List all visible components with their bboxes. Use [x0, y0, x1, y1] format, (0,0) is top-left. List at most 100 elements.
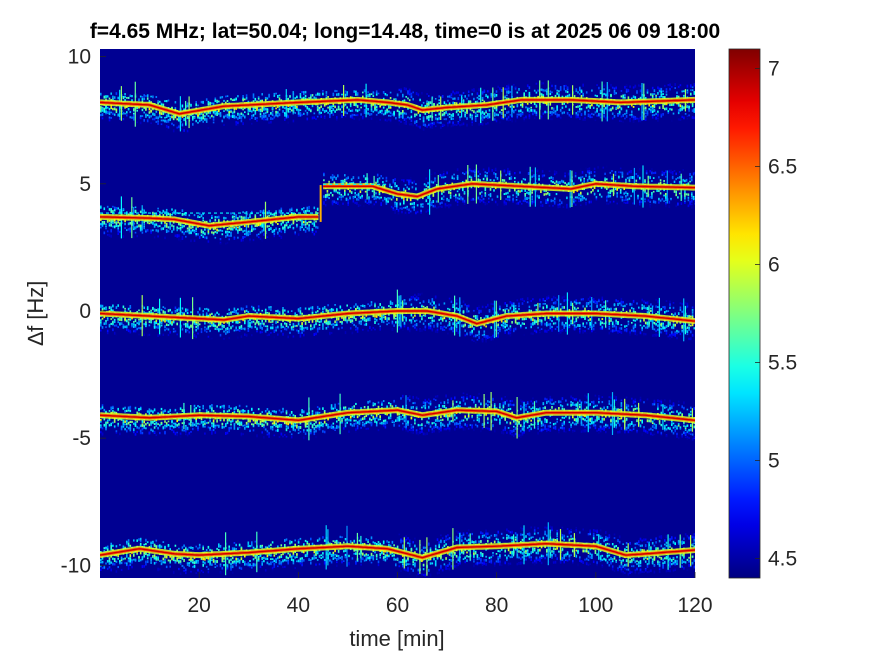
- speckle: [139, 210, 142, 213]
- speckle: [323, 179, 325, 182]
- speckle: [117, 113, 119, 117]
- speckle: [110, 322, 112, 325]
- speckle: [452, 115, 454, 118]
- speckle: [153, 323, 156, 326]
- speckle: [456, 200, 459, 204]
- speckle: [356, 194, 358, 196]
- speckle: [478, 123, 480, 126]
- speckle: [442, 209, 445, 213]
- speckle: [581, 195, 584, 198]
- speckle: [153, 236, 156, 239]
- speckle: [179, 222, 182, 226]
- speckle: [157, 310, 159, 313]
- speckle: [192, 119, 194, 121]
- speckle: [157, 334, 159, 338]
- speckle: [599, 211, 601, 215]
- speckle: [574, 174, 577, 178]
- speckle: [268, 121, 270, 124]
- speckle: [282, 123, 284, 126]
- speckle: [550, 176, 553, 179]
- speckle: [434, 114, 437, 117]
- speckle: [207, 127, 210, 130]
- speckle: [376, 173, 379, 177]
- speckle: [169, 213, 171, 217]
- speckle: [364, 199, 367, 202]
- speckle: [330, 176, 332, 179]
- speckle: [625, 191, 627, 194]
- speckle: [103, 307, 106, 310]
- speckle: [271, 213, 274, 216]
- speckle: [506, 88, 508, 91]
- speckle: [249, 233, 251, 235]
- speckle: [488, 201, 490, 203]
- speckle: [434, 98, 437, 100]
- speckle: [468, 168, 471, 171]
- speckle: [349, 196, 351, 199]
- speckle: [268, 210, 270, 213]
- speckle: [251, 122, 253, 125]
- speckle: [583, 209, 585, 212]
- speckle: [553, 170, 556, 173]
- speckle: [133, 325, 135, 328]
- speckle: [631, 113, 633, 116]
- speckle: [329, 105, 331, 109]
- speckle: [249, 107, 251, 110]
- speckle: [157, 116, 159, 120]
- speckle: [225, 230, 227, 234]
- speckle: [408, 123, 411, 126]
- speckle: [200, 234, 203, 237]
- speckle: [126, 320, 128, 323]
- speckle: [146, 97, 149, 100]
- speckle: [488, 194, 490, 196]
- speckle: [422, 101, 425, 104]
- speckle: [117, 221, 119, 223]
- speckle: [186, 102, 189, 106]
- speckle: [431, 122, 434, 125]
- speckle: [614, 210, 617, 212]
- speckle: [155, 309, 158, 312]
- speckle: [101, 304, 104, 308]
- speckle: [402, 114, 404, 117]
- speckle: [117, 96, 119, 100]
- speckle: [252, 107, 255, 110]
- speckle: [658, 176, 660, 179]
- speckle: [485, 140, 487, 144]
- speckle: [198, 113, 201, 116]
- speckle: [226, 109, 229, 112]
- speckle: [451, 208, 454, 211]
- speckle: [544, 118, 546, 122]
- speckle: [420, 209, 422, 213]
- speckle: [385, 199, 388, 202]
- speckle: [443, 129, 446, 132]
- speckle: [466, 118, 468, 121]
- speckle: [630, 164, 632, 167]
- speckle: [100, 329, 102, 332]
- speckle: [375, 195, 377, 199]
- speckle: [296, 236, 298, 239]
- speckle: [159, 225, 161, 227]
- speckle: [355, 90, 357, 93]
- speckle: [386, 109, 388, 112]
- speckle: [606, 165, 608, 168]
- speckle: [119, 117, 121, 120]
- speckle: [152, 229, 154, 232]
- speckle: [671, 219, 674, 223]
- speckle: [240, 228, 243, 231]
- speckle: [181, 237, 184, 240]
- speckle: [494, 168, 497, 171]
- speckle: [338, 195, 341, 199]
- speckle: [347, 193, 349, 196]
- speckle: [455, 102, 458, 106]
- speckle: [344, 93, 347, 97]
- speckle: [545, 200, 547, 203]
- speckle: [591, 112, 593, 115]
- speckle: [441, 205, 443, 209]
- speckle: [155, 111, 158, 113]
- speckle: [323, 195, 325, 198]
- speckle: [349, 105, 352, 108]
- speckle: [637, 207, 639, 210]
- speckle: [141, 115, 144, 117]
- speckle: [403, 174, 405, 177]
- speckle: [489, 193, 492, 196]
- speckle: [178, 117, 180, 120]
